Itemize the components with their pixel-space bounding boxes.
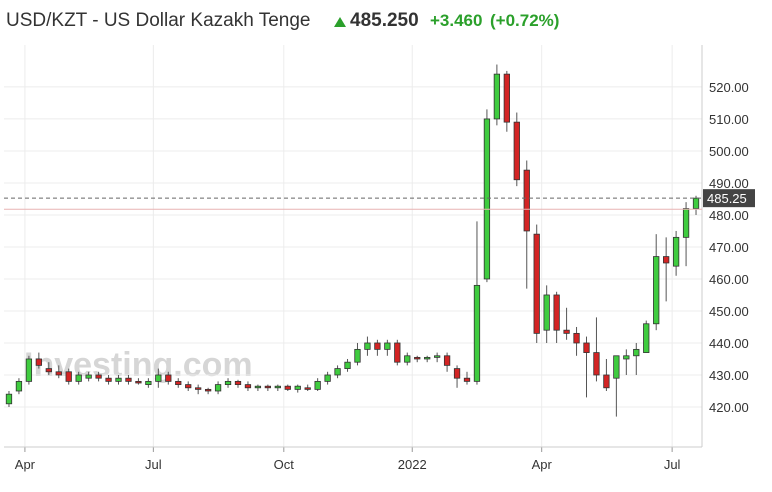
last-value-box: [703, 189, 755, 208]
candle-body: [284, 385, 291, 390]
title: USD/KZT - US Dollar Kazakh Tenge: [6, 10, 310, 31]
candle-body: [45, 368, 52, 373]
candle-body: [424, 356, 431, 360]
y-tick-label: 430.00: [709, 368, 749, 383]
candle-body: [453, 368, 461, 379]
candle-body: [165, 374, 172, 382]
candle-body: [513, 121, 520, 181]
candle-body: [672, 236, 680, 267]
y-tick-label: 420.00: [709, 400, 749, 415]
candle-body: [692, 197, 700, 209]
candle-body: [573, 332, 580, 344]
candle-body: [384, 342, 391, 350]
x-tick-label: Oct: [274, 457, 295, 472]
y-tick-label: 480.00: [709, 208, 749, 223]
candle-body: [95, 374, 102, 379]
candle-body: [682, 208, 690, 238]
candle-body: [543, 294, 550, 331]
price: 485.250: [350, 10, 419, 31]
candle-body: [125, 377, 132, 382]
candle-body: [414, 356, 421, 360]
candle-body: [214, 384, 222, 392]
candle-body: [55, 371, 62, 376]
candle-body: [65, 371, 72, 382]
y-tick-label: 490.00: [709, 176, 749, 191]
candle-body: [663, 256, 670, 264]
candle-body: [105, 377, 112, 382]
candle-body: [264, 385, 272, 389]
candle-body: [493, 73, 501, 120]
candle-body: [145, 380, 152, 385]
change: +3.460: [430, 11, 482, 30]
candle-body: [135, 380, 142, 384]
candle-body: [563, 329, 570, 334]
candle-body: [75, 374, 82, 382]
y-tick-label: 440.00: [709, 336, 749, 351]
x-tick-label: Apr: [15, 457, 36, 472]
candle-body: [653, 256, 660, 325]
y-tick-label: 510.00: [709, 112, 749, 127]
candle-body: [483, 118, 491, 280]
candle-body: [5, 393, 13, 405]
watermark: Investing.com: [24, 346, 253, 384]
candle-body: [224, 380, 232, 385]
change-percent: (+0.72%): [490, 11, 559, 30]
y-tick-label: 450.00: [709, 304, 749, 319]
candle-body: [533, 233, 540, 334]
last-value-label: 485.25: [707, 191, 747, 206]
candle-body: [473, 284, 481, 382]
up-arrow: [334, 17, 346, 27]
candle-body: [175, 380, 182, 385]
candle-body: [244, 384, 252, 389]
candle-body: [304, 387, 311, 390]
candle-body: [155, 374, 162, 382]
candle-body: [374, 342, 381, 350]
candle-body: [85, 374, 92, 379]
candle-body: [553, 294, 560, 331]
candle-body: [204, 388, 212, 392]
candle-body: [463, 377, 471, 382]
candle-body: [503, 73, 510, 123]
candle-body: [603, 374, 610, 389]
y-tick-label: 470.00: [709, 240, 749, 255]
candle-body: [324, 374, 331, 382]
candle-body: [15, 380, 23, 392]
candle-body: [25, 358, 33, 382]
candle-body: [593, 352, 600, 376]
y-tick-label: 460.00: [709, 272, 749, 287]
candle-body: [404, 355, 411, 363]
candle-body: [185, 384, 192, 389]
candle-body: [344, 361, 351, 369]
candle-body: [294, 385, 301, 390]
y-tick-label: 500.00: [709, 144, 749, 159]
x-tick-label: Jul: [145, 457, 162, 472]
candle-body: [443, 355, 451, 366]
candle-body: [314, 380, 321, 390]
candle-body: [274, 385, 281, 389]
candle-body: [254, 385, 262, 389]
candle-body: [623, 355, 630, 360]
candle-body: [633, 348, 640, 357]
candle-body: [234, 380, 242, 385]
candle-body: [354, 348, 361, 363]
candle-body: [195, 387, 202, 390]
x-tick-label: 2022: [398, 457, 427, 472]
candle-body: [364, 342, 371, 350]
x-tick-label: Jul: [664, 457, 681, 472]
candle-body: [115, 377, 122, 382]
candle-body: [394, 342, 401, 363]
y-tick-label: 520.00: [709, 80, 749, 95]
candle-body: [583, 342, 590, 353]
x-tick-label: Apr: [532, 457, 553, 472]
candle-body: [334, 368, 341, 376]
candle-body: [35, 358, 42, 366]
candle-body: [613, 355, 620, 379]
candle-body: [523, 169, 530, 232]
candle-body: [434, 355, 441, 358]
candle-body: [643, 323, 650, 353]
